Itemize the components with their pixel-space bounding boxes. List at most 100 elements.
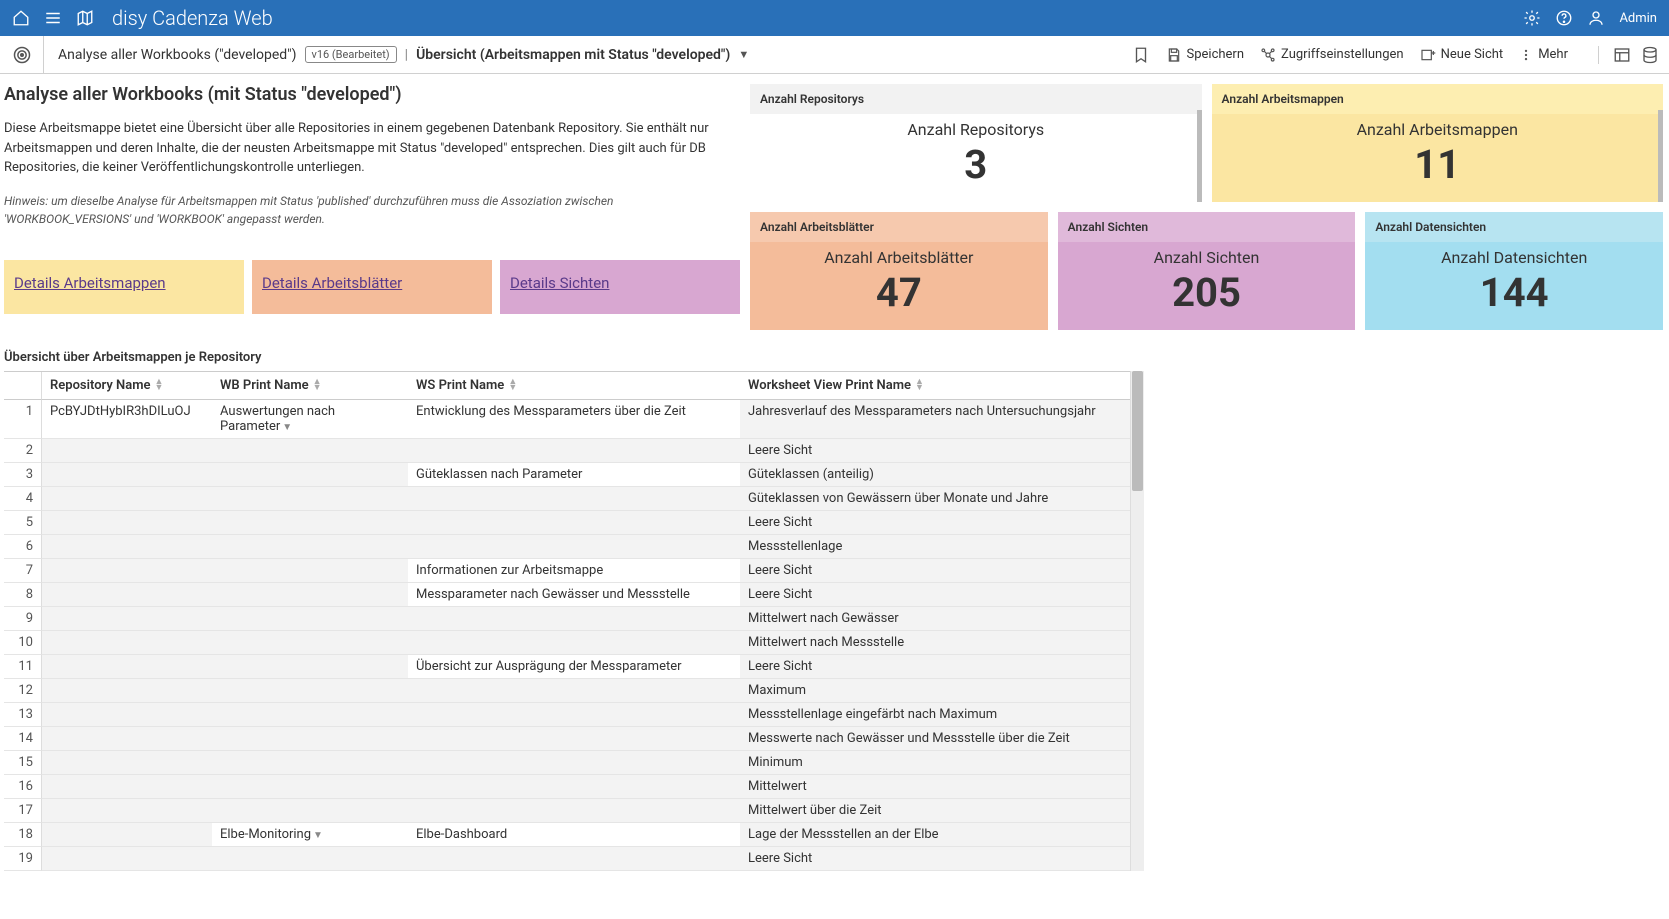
table-cell-repo (42, 679, 212, 703)
target-icon[interactable] (0, 36, 44, 73)
table-cell-repo (42, 439, 212, 463)
subheader: Analyse aller Workbooks ("developed") v1… (0, 36, 1669, 74)
access-settings-button[interactable]: Zugriffseinstellungen (1260, 47, 1404, 63)
sort-icon[interactable] (508, 380, 517, 391)
table-cell-ws (408, 775, 740, 799)
gear-icon[interactable] (1523, 9, 1541, 27)
table-cell-repo (42, 487, 212, 511)
table-header[interactable]: Worksheet View Print Name (740, 372, 1130, 400)
table-cell-wb[interactable]: Elbe-Monitoring▼ (212, 823, 408, 847)
kpi-tile[interactable]: Anzahl ArbeitsblätterAnzahl Arbeitsblätt… (750, 212, 1048, 330)
table-cell-view: Leere Sicht (740, 655, 1130, 679)
link-tile-link[interactable]: Details Arbeitsmappen (14, 274, 166, 292)
table-header[interactable]: Repository Name (42, 372, 212, 400)
new-view-button[interactable]: Neue Sicht (1420, 47, 1504, 63)
kpi-label: Anzahl Datensichten (1365, 248, 1663, 267)
kpi-body: Anzahl Arbeitsmappen11 (1212, 114, 1664, 202)
link-tile[interactable]: Details Arbeitsmappen (4, 260, 244, 314)
link-tile-link[interactable]: Details Arbeitsblätter (262, 274, 402, 292)
table-rownum: 2 (4, 439, 42, 463)
page-title[interactable]: Übersicht (Arbeitsmappen mit Status "dev… (416, 47, 730, 63)
kpi-header: Anzahl Datensichten (1365, 212, 1663, 242)
table-header[interactable]: WS Print Name (408, 372, 740, 400)
table-cell-repo (42, 631, 212, 655)
table-cell-ws: Informationen zur Arbeitsmappe (408, 559, 740, 583)
table-cell-wb (212, 703, 408, 727)
table-cell-wb (212, 511, 408, 535)
table-cell-wb (212, 775, 408, 799)
user-icon[interactable] (1587, 9, 1605, 27)
table-rownum: 18 (4, 823, 42, 847)
table-cell-view: Mittelwert über die Zeit (740, 799, 1130, 823)
table-cell-repo (42, 703, 212, 727)
table-rownum: 4 (4, 487, 42, 511)
table-cell-ws (408, 607, 740, 631)
menu-icon[interactable] (44, 9, 62, 27)
sort-icon[interactable] (915, 380, 924, 391)
kpi-value: 47 (750, 269, 1048, 316)
kpi-value: 11 (1212, 141, 1664, 188)
table-cell-wb (212, 559, 408, 583)
layout-icon[interactable] (1613, 46, 1631, 64)
table-cell-ws: Übersicht zur Ausprägung der Messparamet… (408, 655, 740, 679)
more-button[interactable]: Mehr (1519, 47, 1568, 62)
bookmark-icon[interactable] (1132, 46, 1150, 64)
kpi-tile[interactable]: Anzahl RepositorysAnzahl Repositorys3 (750, 84, 1202, 202)
chevron-down-icon[interactable]: ▼ (313, 830, 323, 841)
save-button[interactable]: Speichern (1166, 47, 1245, 63)
breadcrumb: Analyse aller Workbooks ("developed") v1… (44, 46, 749, 63)
table-cell-repo (42, 535, 212, 559)
table-cell-wb (212, 679, 408, 703)
link-tile[interactable]: Details Arbeitsblätter (252, 260, 492, 314)
table-title: Übersicht über Arbeitsmappen je Reposito… (4, 344, 1663, 371)
kpi-label: Anzahl Sichten (1058, 248, 1356, 267)
kpi-scroll-hint[interactable] (1658, 110, 1663, 202)
table-rownum: 9 (4, 607, 42, 631)
chevron-down-icon[interactable]: ▼ (282, 422, 292, 433)
link-tiles: Details Arbeitsmappen Details Arbeitsblät… (4, 260, 740, 314)
help-icon[interactable] (1555, 9, 1573, 27)
table-cell-wb (212, 655, 408, 679)
table-cell-ws (408, 847, 740, 871)
kpi-header: Anzahl Sichten (1058, 212, 1356, 242)
table-cell-repo (42, 775, 212, 799)
table-cell-view: Messstellenlage eingefärbt nach Maximum (740, 703, 1130, 727)
table-cell-ws (408, 439, 740, 463)
kpi-tile[interactable]: Anzahl ArbeitsmappenAnzahl Arbeitsmappen… (1212, 84, 1664, 202)
table-cell-wb[interactable]: Auswertungen nach Parameter▼ (212, 400, 408, 439)
home-icon[interactable] (12, 9, 30, 27)
table-cell-view: Leere Sicht (740, 439, 1130, 463)
table-rownum: 11 (4, 655, 42, 679)
top-banner: disy Cadenza Web Admin (0, 0, 1669, 36)
user-label[interactable]: Admin (1619, 11, 1657, 26)
table-rownum: 17 (4, 799, 42, 823)
link-tile[interactable]: Details Sichten (500, 260, 740, 314)
version-badge[interactable]: v16 (Bearbeitet) (305, 46, 397, 63)
table-cell-wb (212, 631, 408, 655)
table-cell-view: Leere Sicht (740, 559, 1130, 583)
kpi-tile[interactable]: Anzahl DatensichtenAnzahl Datensichten14… (1365, 212, 1663, 330)
table-cell-repo (42, 655, 212, 679)
table-cell-wb (212, 607, 408, 631)
kpi-value: 205 (1058, 269, 1356, 316)
table-rownum: 8 (4, 583, 42, 607)
table-rownum: 5 (4, 511, 42, 535)
table-cell-ws (408, 487, 740, 511)
map-icon[interactable] (76, 9, 94, 27)
kpi-row-top: Anzahl RepositorysAnzahl Repositorys3Anz… (750, 84, 1663, 202)
table-header[interactable]: WB Print Name (212, 372, 408, 400)
link-tile-link[interactable]: Details Sichten (510, 274, 609, 292)
database-icon[interactable] (1641, 46, 1659, 64)
table-scrollbar[interactable] (1130, 371, 1144, 871)
table-rownum: 12 (4, 679, 42, 703)
kpi-tile[interactable]: Anzahl Sichten Anzahl Sichten 205 (1058, 212, 1356, 330)
table-cell-ws: Elbe-Dashboard (408, 823, 740, 847)
sort-icon[interactable] (155, 380, 164, 391)
chevron-down-icon[interactable]: ▼ (738, 48, 749, 61)
table-cell-view: Leere Sicht (740, 511, 1130, 535)
table-section: Übersicht über Arbeitsmappen je Reposito… (0, 344, 1669, 871)
sort-icon[interactable] (313, 380, 322, 391)
kpi-scroll-hint[interactable] (1197, 110, 1202, 202)
breadcrumb-title: Analyse aller Workbooks ("developed") (58, 47, 297, 63)
table-cell-ws: Güteklassen nach Parameter (408, 463, 740, 487)
